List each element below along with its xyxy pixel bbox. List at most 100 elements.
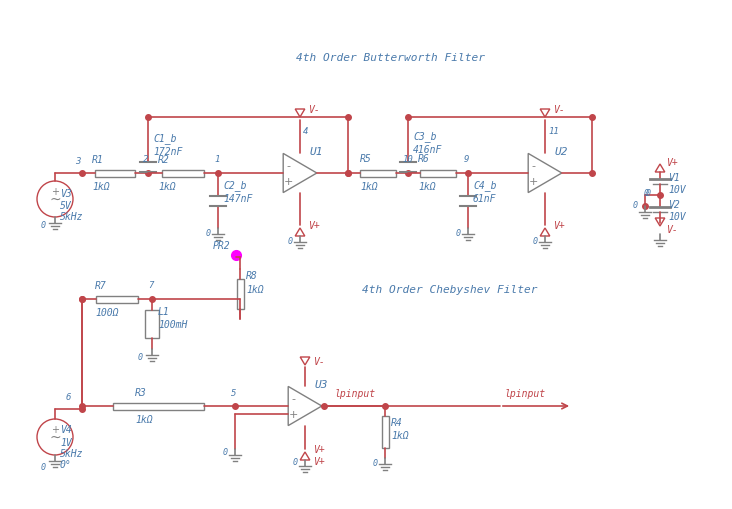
Text: 0: 0 (633, 201, 638, 210)
Text: 10: 10 (402, 155, 413, 164)
Text: V2: V2 (668, 200, 680, 210)
Text: 0: 0 (41, 463, 46, 471)
Text: C4_b: C4_b (473, 180, 496, 191)
Text: V4: V4 (60, 424, 72, 434)
Text: V+: V+ (313, 456, 325, 466)
Text: 1kΩ: 1kΩ (391, 430, 408, 440)
Text: lpinput: lpinput (505, 388, 546, 398)
Text: C2_b: C2_b (223, 180, 247, 191)
Text: 3: 3 (75, 157, 81, 166)
Text: 2: 2 (143, 155, 149, 164)
Text: 1kΩ: 1kΩ (418, 182, 436, 191)
Text: V-: V- (553, 105, 565, 115)
Text: 5V: 5V (60, 201, 72, 211)
Text: 0: 0 (293, 458, 298, 467)
Text: R2: R2 (158, 155, 170, 165)
Text: V+: V+ (553, 220, 565, 231)
Bar (145, 310, 159, 338)
Text: 1kΩ: 1kΩ (158, 182, 176, 191)
Text: 0: 0 (288, 236, 293, 245)
Text: 1V: 1V (60, 437, 72, 447)
Text: 0: 0 (644, 189, 649, 198)
Text: R1: R1 (92, 155, 104, 165)
Circle shape (37, 419, 73, 455)
Text: ~: ~ (49, 430, 61, 444)
Text: 0: 0 (373, 459, 378, 468)
Text: C3_b: C3_b (413, 131, 436, 142)
Text: V+: V+ (666, 158, 678, 167)
Text: 100mH: 100mH (158, 319, 187, 329)
Text: V-: V- (313, 356, 325, 366)
Text: U3: U3 (315, 379, 329, 389)
Text: 7: 7 (148, 281, 154, 290)
Text: 0: 0 (646, 189, 651, 198)
Bar (236, 279, 244, 309)
Text: +: + (529, 177, 538, 186)
Text: 0: 0 (223, 447, 228, 457)
Text: V-: V- (666, 224, 678, 235)
Text: 61nF: 61nF (473, 193, 496, 204)
Text: lpinput: lpinput (335, 388, 376, 398)
Text: 1kΩ: 1kΩ (246, 285, 264, 294)
Text: PR2: PR2 (213, 241, 231, 250)
Text: 147nF: 147nF (223, 193, 253, 204)
Text: -: - (531, 161, 535, 171)
Text: 0: 0 (533, 236, 538, 245)
Polygon shape (529, 154, 561, 193)
Bar (96, 296, 138, 303)
Text: +: + (283, 177, 293, 186)
Text: -: - (286, 161, 291, 171)
Text: U1: U1 (310, 147, 324, 157)
Text: 1kΩ: 1kΩ (135, 414, 153, 424)
Text: 5kHz: 5kHz (60, 212, 83, 221)
Text: 5: 5 (231, 388, 236, 397)
Text: 4th Order Butterworth Filter: 4th Order Butterworth Filter (296, 53, 485, 63)
Text: R4: R4 (391, 417, 403, 427)
Text: U2: U2 (555, 147, 569, 157)
Bar (420, 170, 456, 177)
Text: 416nF: 416nF (413, 145, 442, 155)
Text: 0: 0 (41, 221, 46, 230)
Text: V-: V- (308, 105, 320, 115)
Text: 1kΩ: 1kΩ (92, 182, 110, 191)
Text: 100Ω: 100Ω (95, 307, 119, 318)
Text: +: + (51, 424, 59, 434)
Text: V+: V+ (313, 444, 325, 454)
Text: 10V: 10V (668, 212, 686, 221)
Text: R5: R5 (360, 154, 372, 164)
Text: -: - (291, 393, 295, 403)
Polygon shape (288, 387, 322, 426)
Text: 0: 0 (206, 229, 211, 238)
Bar (113, 403, 204, 410)
Text: V1: V1 (668, 173, 680, 183)
Text: L1: L1 (158, 306, 170, 317)
Text: C1_b: C1_b (153, 133, 176, 144)
Text: V3: V3 (60, 189, 72, 199)
Bar (381, 416, 389, 448)
Text: R8: R8 (246, 270, 258, 280)
Text: 1: 1 (214, 155, 220, 164)
Text: 10V: 10V (668, 185, 686, 194)
Polygon shape (283, 154, 317, 193)
Text: V+: V+ (308, 220, 320, 231)
Text: R7: R7 (95, 280, 107, 291)
Text: 1kΩ: 1kΩ (360, 182, 378, 191)
Text: 172nF: 172nF (153, 147, 182, 157)
Text: 0°: 0° (60, 459, 72, 469)
Text: ~: ~ (49, 192, 61, 207)
Text: 6: 6 (66, 393, 72, 402)
Bar (162, 170, 204, 177)
Text: +: + (288, 409, 298, 419)
Bar (360, 170, 396, 177)
Text: R6: R6 (418, 154, 430, 164)
Text: 11: 11 (548, 127, 559, 136)
Text: R3: R3 (135, 387, 146, 397)
Text: +: + (51, 186, 59, 196)
Circle shape (37, 182, 73, 217)
Text: 4: 4 (303, 127, 308, 136)
Text: 4th Order Chebyshev Filter: 4th Order Chebyshev Filter (362, 285, 538, 294)
Text: 5kHz: 5kHz (60, 448, 83, 458)
Bar (95, 170, 135, 177)
Text: 0: 0 (456, 229, 461, 238)
Text: 0: 0 (138, 353, 143, 362)
